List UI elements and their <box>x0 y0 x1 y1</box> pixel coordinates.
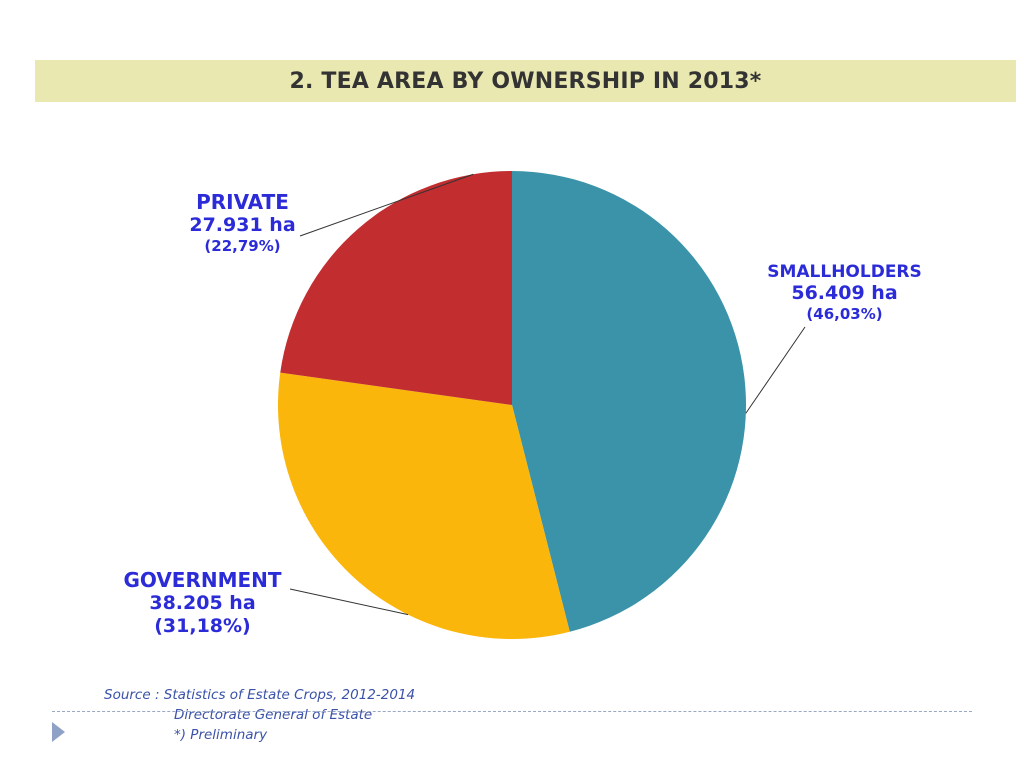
slide-title: 2. TEA AREA BY OWNERSHIP IN 2013* <box>289 68 762 94</box>
pie-slices <box>278 171 747 639</box>
pie-slice-smallholders <box>512 171 747 632</box>
government-label: GOVERNMENT 38.205 ha (31,18%) <box>110 568 295 638</box>
leader-line-private <box>299 173 474 237</box>
source-line-1: Source : Statistics of Estate Crops, 201… <box>104 687 416 703</box>
leader-line-smallholders <box>745 326 806 414</box>
private-value: 27.931 ha <box>189 214 296 236</box>
private-percent: (22,79%) <box>204 236 281 255</box>
source-note: Source : Statistics of Estate Crops, 201… <box>104 685 415 745</box>
government-percent: (31,18%) <box>154 614 251 637</box>
private-name: PRIVATE <box>196 190 289 214</box>
leader-lines <box>289 173 806 616</box>
triangle-bullet-icon <box>52 722 65 742</box>
smallholders-label: SMALLHOLDERS 56.409 ha (46,03%) <box>752 262 937 323</box>
source-line-3: *) Preliminary <box>174 727 268 743</box>
smallholders-value: 56.409 ha <box>791 282 898 305</box>
title-band: 2. TEA AREA BY OWNERSHIP IN 2013* <box>35 60 1016 102</box>
private-label: PRIVATE 27.931 ha (22,79%) <box>175 190 310 255</box>
pie-slice-government <box>278 372 570 639</box>
government-value: 38.205 ha <box>149 592 256 614</box>
smallholders-name: SMALLHOLDERS <box>767 262 922 282</box>
source-line-2: Directorate General of Estate <box>174 707 373 723</box>
footer-divider <box>52 711 972 712</box>
government-name: GOVERNMENT <box>123 568 282 592</box>
leader-line-government <box>289 588 409 616</box>
pie-slice-private <box>280 171 512 405</box>
smallholders-percent: (46,03%) <box>806 305 883 324</box>
